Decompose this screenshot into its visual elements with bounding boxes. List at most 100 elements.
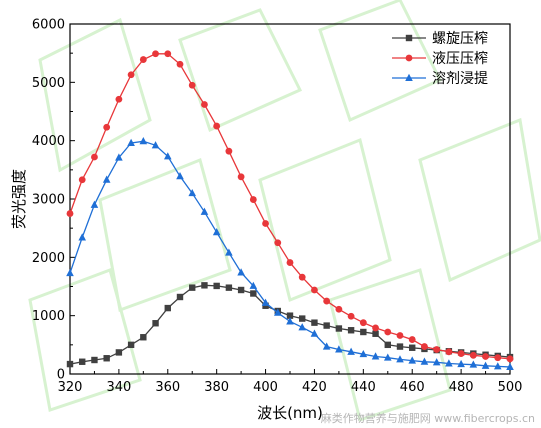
x-tick-label: 420 [302,380,327,395]
data-point [298,323,307,331]
data-point [151,141,160,149]
data-point [445,359,453,367]
y-tick-label: 6000 [32,18,65,33]
y-axis-title: 荧光强度 [10,169,28,229]
data-point [396,343,404,350]
y-tick-label: 4000 [32,134,65,149]
data-point [90,200,99,208]
data-point [322,342,331,350]
data-point [360,328,367,336]
data-point [359,319,367,327]
data-point [347,347,355,355]
y-tick-label: 2000 [32,251,65,266]
data-point [189,284,196,291]
watermark-shape-7 [328,268,452,422]
watermark-shape-5 [418,117,541,283]
data-point [249,281,258,289]
data-point [127,341,135,349]
data-point [372,324,379,332]
data-point [200,207,209,215]
watermark-shape-1 [178,8,303,133]
x-tick-label: 480 [449,380,474,395]
data-point [201,101,208,108]
x-tick-label: 440 [351,380,376,395]
data-point [176,172,184,180]
data-point [335,305,343,313]
data-point [79,358,86,365]
legend-label: 螺旋压榨 [432,30,488,47]
legend-marker [405,34,413,42]
data-point [66,268,74,277]
data-point [457,359,465,368]
data-point [237,173,245,181]
data-point [127,71,135,79]
data-point [286,259,294,266]
x-tick-label: 320 [58,380,83,395]
data-point [139,56,147,63]
data-point [103,123,111,131]
data-point [78,176,86,184]
data-point [469,360,478,368]
y-tick-label: 1000 [32,309,65,324]
data-point [432,358,441,366]
watermark-shape-4 [258,137,392,303]
data-point [66,360,74,368]
y-tick-label: 3000 [32,193,65,208]
data-point [140,334,147,341]
series-2 [66,50,514,363]
data-point [493,362,502,370]
data-point [78,233,87,241]
data-point [212,228,221,236]
data-point [384,328,392,336]
data-point [323,322,330,329]
data-point [176,293,184,301]
data-point [384,341,391,349]
data-point [152,50,159,58]
data-point [299,315,306,322]
data-point [494,354,502,362]
data-point [103,355,110,362]
data-point [372,330,379,337]
legend-marker [405,73,413,81]
data-point [115,349,123,356]
data-point [262,220,269,227]
data-point [249,196,257,203]
data-point [311,286,318,294]
x-tick-label: 380 [204,380,229,395]
data-point [311,319,318,326]
data-point [273,308,282,316]
data-point [298,273,306,281]
data-point [163,152,172,160]
data-point [176,60,184,68]
data-point [482,353,489,360]
data-point [286,312,294,319]
data-point [225,147,233,155]
data-point [371,352,380,360]
x-axis-title: 波长(nm) [257,404,323,422]
data-point [261,298,270,306]
x-tick-label: 500 [498,380,523,395]
series-1 [66,282,514,368]
data-point [347,327,355,334]
legend-label: 液压压榨 [432,50,488,67]
x-tick-label: 460 [400,380,425,395]
watermark-shape-3 [98,157,232,313]
data-point [408,336,416,343]
data-point [469,351,477,359]
data-point [115,95,123,103]
site-watermark: 麻类作物营养与施肥网 www.fibercrops.cn [320,412,535,425]
data-point [91,153,98,161]
data-point [409,344,416,351]
series-3 [66,137,514,370]
data-point [457,350,465,357]
data-point [359,349,368,358]
legend-marker [405,54,413,62]
data-point [115,153,123,161]
y-axis-ticks: 0 1000 2000 3000 4000 5000 6000 [32,18,75,383]
watermark-shape-2 [318,0,443,123]
data-point [213,282,220,290]
data-point [433,346,441,353]
data-point [323,297,331,305]
